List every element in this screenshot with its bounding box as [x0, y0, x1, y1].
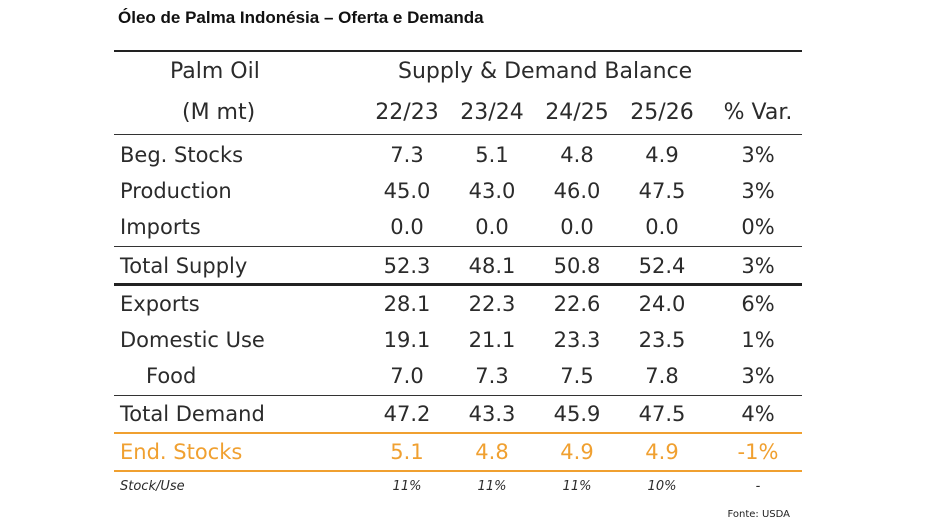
- table-cell: 43.0: [468, 179, 516, 203]
- table-cell: 52.3: [383, 254, 431, 278]
- table-row-highlight: End. Stocks 5.1 4.8 4.9 4.9 -1%: [114, 434, 802, 470]
- table-row: Imports 0.0 0.0 0.0 0.0 0%: [114, 209, 802, 245]
- table-cell: 24.0: [638, 292, 686, 316]
- demand-rule: [114, 395, 802, 396]
- table-cell: 10%: [647, 479, 677, 494]
- table-cell: 4.9: [645, 143, 679, 167]
- row-label: Domestic Use: [120, 328, 265, 352]
- row-label: Beg. Stocks: [120, 143, 244, 167]
- table-row: Beg. Stocks 7.3 5.1 4.8 4.9 3%: [114, 137, 802, 173]
- table-cell: 6%: [741, 292, 775, 316]
- table-cell: 47.5: [638, 402, 686, 426]
- table-cell: 0%: [741, 215, 775, 239]
- table-cell: 52.4: [638, 254, 686, 278]
- table-cell: 43.3: [468, 402, 516, 426]
- row-label: Stock/Use: [120, 479, 185, 494]
- table-cell: 22.3: [468, 292, 516, 316]
- row-label: Production: [120, 179, 232, 203]
- table-cell: 4.8: [475, 440, 509, 464]
- row-label: End. Stocks: [120, 440, 243, 464]
- table-cell: 7.5: [560, 364, 594, 388]
- table-cell: 3%: [741, 364, 775, 388]
- table-cell: 7.3: [390, 143, 424, 167]
- header-label-line1: Palm Oil: [170, 59, 260, 84]
- col-header: 23/24: [460, 100, 524, 125]
- total-supply-rule: [114, 283, 802, 286]
- table-cell: 5.1: [390, 440, 424, 464]
- table-cell: 23.5: [638, 328, 686, 352]
- table-cell: 19.1: [383, 328, 431, 352]
- table-cell: 11%: [562, 479, 592, 494]
- row-label: Imports: [120, 215, 201, 239]
- table-cell: 11%: [477, 479, 507, 494]
- table-cell: 47.5: [638, 179, 686, 203]
- table-cell: 22.6: [553, 292, 601, 316]
- table-cell: 7.8: [645, 364, 679, 388]
- table-row: Stock/Use 11% 11% 11% 10% -: [114, 472, 802, 502]
- table-cell: 11%: [392, 479, 422, 494]
- source-note: Fonte: USDA: [727, 509, 790, 520]
- table-cell: 21.1: [468, 328, 516, 352]
- table-cell: -: [755, 479, 761, 494]
- row-label: Total Supply: [120, 254, 248, 278]
- table-row: Total Demand 47.2 43.3 45.9 47.5 4%: [114, 396, 802, 432]
- table-cell: 45.0: [383, 179, 431, 203]
- table-cell: 0.0: [475, 215, 509, 239]
- row-label: Food: [146, 364, 197, 388]
- table-row: Total Supply 52.3 48.1 50.8 52.4 3%: [114, 248, 802, 284]
- table-cell: 5.1: [475, 143, 509, 167]
- table-row: Exports 28.1 22.3 22.6 24.0 6%: [114, 286, 802, 322]
- table-cell: 4%: [741, 402, 775, 426]
- table-cell: 7.0: [390, 364, 424, 388]
- table-cell: 45.9: [553, 402, 601, 426]
- table-cell: 0.0: [645, 215, 679, 239]
- table-row: Domestic Use 19.1 21.1 23.3 23.5 1%: [114, 322, 802, 358]
- col-header: 24/25: [545, 100, 609, 125]
- table-cell: 4.9: [645, 440, 679, 464]
- table-cell: 7.3: [475, 364, 509, 388]
- row-label: Total Demand: [120, 402, 265, 426]
- header-label-line2: (M mt): [182, 100, 256, 125]
- table-row: Food 7.0 7.3 7.5 7.8 3%: [114, 358, 802, 394]
- table-cell: 4.8: [560, 143, 594, 167]
- end-stocks-top-rule: [114, 432, 802, 434]
- page-title: Óleo de Palma Indonésia – Oferta e Deman…: [118, 8, 484, 27]
- table-cell: 0.0: [390, 215, 424, 239]
- table-cell: 28.1: [383, 292, 431, 316]
- top-rule: [114, 50, 802, 52]
- table-cell: 3%: [741, 254, 775, 278]
- col-header: % Var.: [723, 100, 793, 125]
- table-cell: 3%: [741, 143, 775, 167]
- col-header: 22/23: [375, 100, 439, 125]
- table-cell: 1%: [741, 328, 775, 352]
- table-cell: 50.8: [553, 254, 601, 278]
- col-header: 25/26: [630, 100, 694, 125]
- supply-rule: [114, 246, 802, 247]
- header-rule: [114, 134, 802, 135]
- table-cell: 47.2: [383, 402, 431, 426]
- table-row: Production 45.0 43.0 46.0 47.5 3%: [114, 173, 802, 209]
- row-label: Exports: [120, 292, 200, 316]
- end-stocks-bottom-rule: [114, 470, 802, 472]
- table-cell: -1%: [737, 440, 779, 464]
- header-group-title: Supply & Demand Balance: [398, 59, 693, 84]
- table-cell: 0.0: [560, 215, 594, 239]
- header-row-1: Palm Oil Supply & Demand Balance: [114, 54, 802, 90]
- table-cell: 23.3: [553, 328, 601, 352]
- table-cell: 46.0: [553, 179, 601, 203]
- header-row-2: (M mt) 22/23 23/24 24/25 25/26 % Var.: [114, 95, 802, 131]
- table-cell: 48.1: [468, 254, 516, 278]
- table-cell: 4.9: [560, 440, 594, 464]
- table-cell: 3%: [741, 179, 775, 203]
